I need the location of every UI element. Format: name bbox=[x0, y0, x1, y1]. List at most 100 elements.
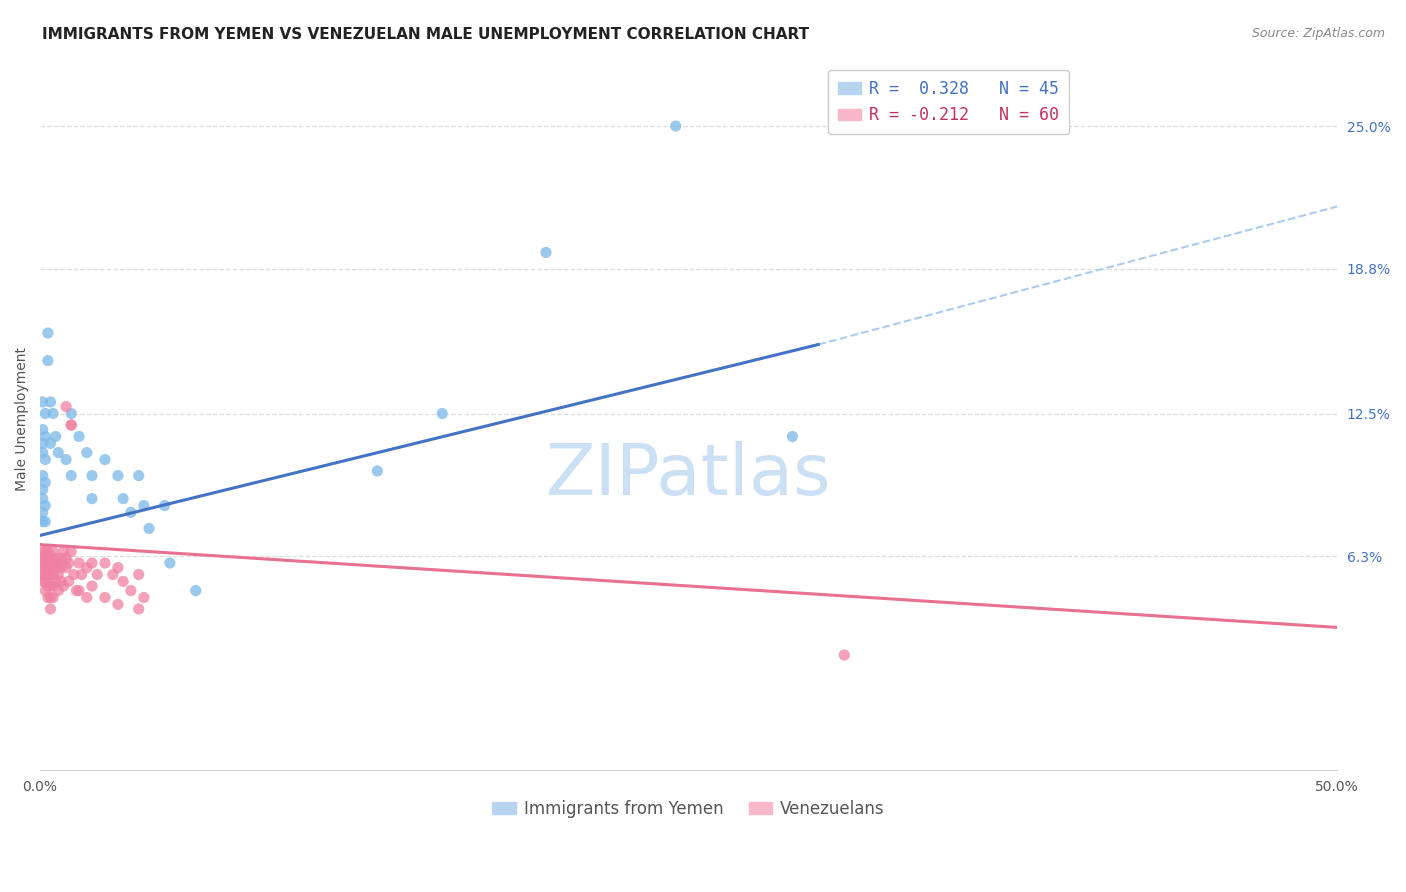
Point bbox=[31, 551, 53, 566]
Point bbox=[46, 567, 69, 582]
Point bbox=[107, 560, 129, 574]
Y-axis label: Male Unemployment: Male Unemployment bbox=[15, 347, 30, 491]
Point bbox=[366, 464, 388, 478]
Point bbox=[31, 515, 53, 529]
Point bbox=[49, 551, 72, 566]
Point bbox=[34, 567, 56, 582]
Point bbox=[45, 551, 67, 566]
Point bbox=[112, 574, 135, 589]
Point bbox=[80, 579, 103, 593]
Point bbox=[80, 556, 103, 570]
Point bbox=[42, 579, 65, 593]
Point bbox=[94, 556, 117, 570]
Point bbox=[42, 567, 65, 582]
Point bbox=[31, 556, 53, 570]
Point bbox=[31, 468, 53, 483]
Point bbox=[120, 505, 142, 519]
Point bbox=[45, 560, 67, 574]
Point bbox=[37, 591, 59, 605]
Point bbox=[42, 556, 65, 570]
Point bbox=[42, 591, 65, 605]
Point bbox=[31, 436, 53, 450]
Point bbox=[46, 445, 69, 459]
Point bbox=[132, 499, 155, 513]
Point bbox=[39, 551, 62, 566]
Point bbox=[31, 567, 53, 582]
Point bbox=[184, 583, 207, 598]
Point bbox=[128, 602, 150, 616]
Point bbox=[159, 556, 181, 570]
Point bbox=[80, 468, 103, 483]
Point bbox=[42, 544, 65, 558]
Point bbox=[37, 353, 59, 368]
Point bbox=[58, 556, 80, 570]
Point bbox=[34, 429, 56, 443]
Point bbox=[39, 436, 62, 450]
Point bbox=[37, 579, 59, 593]
Point bbox=[782, 429, 804, 443]
Point bbox=[76, 591, 98, 605]
Point bbox=[37, 551, 59, 566]
Point bbox=[49, 560, 72, 574]
Point bbox=[67, 429, 90, 443]
Point bbox=[120, 583, 142, 598]
Point bbox=[58, 574, 80, 589]
Point bbox=[107, 598, 129, 612]
Point bbox=[534, 245, 557, 260]
Point bbox=[45, 574, 67, 589]
Point bbox=[128, 567, 150, 582]
Text: Source: ZipAtlas.com: Source: ZipAtlas.com bbox=[1251, 27, 1385, 40]
Point bbox=[132, 591, 155, 605]
Point bbox=[31, 445, 53, 459]
Point bbox=[39, 602, 62, 616]
Point bbox=[31, 491, 53, 506]
Point bbox=[31, 560, 53, 574]
Point bbox=[37, 544, 59, 558]
Point bbox=[86, 567, 108, 582]
Point bbox=[34, 499, 56, 513]
Point bbox=[49, 574, 72, 589]
Point bbox=[39, 567, 62, 582]
Point bbox=[60, 417, 83, 432]
Point bbox=[31, 505, 53, 519]
Point bbox=[39, 591, 62, 605]
Point bbox=[34, 560, 56, 574]
Point bbox=[34, 583, 56, 598]
Text: ZIPatlas: ZIPatlas bbox=[546, 441, 831, 510]
Point bbox=[37, 567, 59, 582]
Point bbox=[31, 423, 53, 437]
Point bbox=[76, 445, 98, 459]
Point bbox=[432, 407, 454, 421]
Point bbox=[34, 551, 56, 566]
Point bbox=[34, 515, 56, 529]
Point bbox=[37, 326, 59, 340]
Point bbox=[31, 395, 53, 409]
Point bbox=[34, 574, 56, 589]
Point bbox=[67, 556, 90, 570]
Point bbox=[94, 591, 117, 605]
Point bbox=[37, 560, 59, 574]
Legend: Immigrants from Yemen, Venezuelans: Immigrants from Yemen, Venezuelans bbox=[485, 794, 891, 825]
Point bbox=[55, 452, 77, 467]
Point bbox=[63, 567, 86, 582]
Point bbox=[60, 544, 83, 558]
Point bbox=[112, 491, 135, 506]
Point bbox=[101, 567, 124, 582]
Point bbox=[52, 544, 75, 558]
Point bbox=[31, 483, 53, 497]
Text: IMMIGRANTS FROM YEMEN VS VENEZUELAN MALE UNEMPLOYMENT CORRELATION CHART: IMMIGRANTS FROM YEMEN VS VENEZUELAN MALE… bbox=[42, 27, 810, 42]
Point bbox=[34, 452, 56, 467]
Point bbox=[55, 560, 77, 574]
Point bbox=[34, 407, 56, 421]
Point bbox=[39, 560, 62, 574]
Point bbox=[34, 544, 56, 558]
Point bbox=[55, 400, 77, 414]
Point bbox=[52, 579, 75, 593]
Point bbox=[55, 551, 77, 566]
Point bbox=[31, 574, 53, 589]
Point bbox=[39, 395, 62, 409]
Point bbox=[34, 475, 56, 490]
Point bbox=[60, 417, 83, 432]
Point bbox=[42, 407, 65, 421]
Point bbox=[67, 583, 90, 598]
